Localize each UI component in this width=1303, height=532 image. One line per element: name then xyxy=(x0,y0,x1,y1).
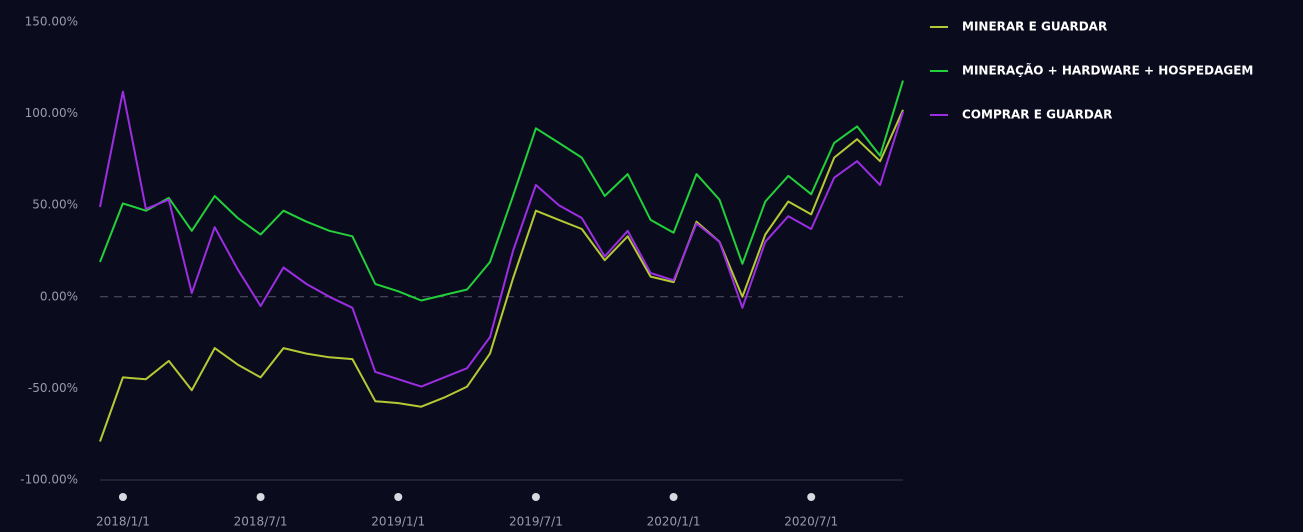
y-tick-label: 50.00% xyxy=(32,198,78,212)
x-tick-label: 2019/1/1 xyxy=(371,515,425,529)
series-line xyxy=(99,109,904,442)
x-tick-label: 2018/7/1 xyxy=(234,515,288,529)
x-tick-dot xyxy=(256,493,265,501)
y-tick-label: -50.00% xyxy=(28,381,78,395)
x-tick-label: 2018/1/1 xyxy=(96,515,150,529)
legend-label: MINERAR E GUARDAR xyxy=(962,20,1107,34)
x-tick-label: 2020/7/1 xyxy=(784,515,838,529)
x-tick-dot xyxy=(394,493,403,501)
y-tick-label: 100.00% xyxy=(25,106,78,120)
x-tick-dot xyxy=(807,493,816,501)
x-tick-dot xyxy=(531,493,540,501)
y-tick-label: -100.00% xyxy=(20,473,78,487)
y-tick-label: 150.00% xyxy=(25,15,78,29)
legend-label: MINERAÇÃO + HARDWARE + HOSPEDAGEM xyxy=(962,63,1253,78)
y-tick-label: 0.00% xyxy=(40,289,78,303)
legend-label: COMPRAR E GUARDAR xyxy=(962,108,1112,122)
x-tick-dot xyxy=(118,493,127,501)
x-tick-dot xyxy=(669,493,678,501)
x-tick-label: 2019/7/1 xyxy=(509,515,563,529)
x-tick-label: 2020/1/1 xyxy=(647,515,701,529)
series-line xyxy=(99,90,904,388)
series-line xyxy=(99,80,904,302)
